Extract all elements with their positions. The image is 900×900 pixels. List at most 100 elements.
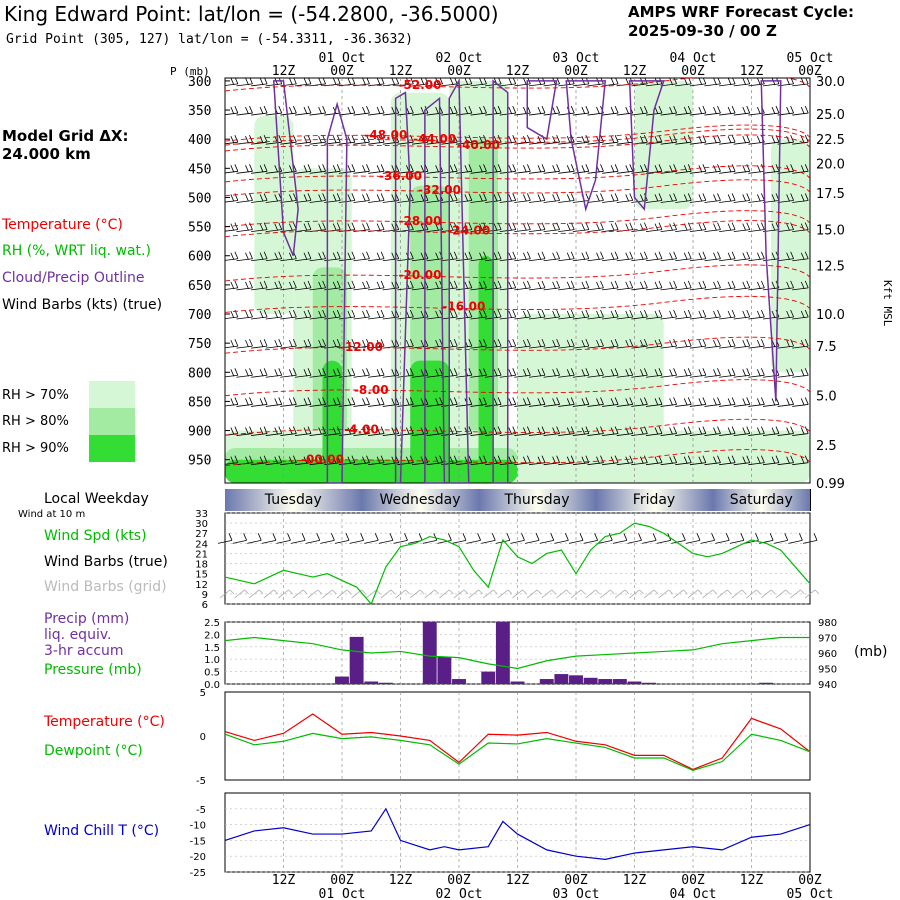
wind-barb-flag <box>508 136 513 144</box>
wind-barb <box>225 141 238 145</box>
wind-barbs-grid-legend: Wind Barbs (grid) <box>44 579 167 595</box>
wind-barb-flag <box>775 455 780 463</box>
wind-barb-flag <box>230 165 235 173</box>
bottom-time-tick-label: 12Z <box>740 873 764 888</box>
wind-barb-flag <box>263 164 268 172</box>
temperature-contour-label: -48.00 <box>364 128 407 142</box>
wind-barb <box>675 316 692 320</box>
wind-barb <box>631 462 648 466</box>
wind-barb-flag <box>449 78 454 86</box>
surface-wind-barb-flag <box>448 533 452 541</box>
wind-barb <box>733 345 750 349</box>
temperature-contour-label: -24.00 <box>447 224 490 238</box>
wind-barb-flag <box>497 397 502 405</box>
height-tick-label: 10.0 <box>816 308 845 323</box>
wind-barb-flag <box>541 338 546 347</box>
cloud-outline-path <box>272 80 299 257</box>
wind-barb-flag <box>263 368 268 376</box>
grid-wind-barb-flag <box>756 589 761 595</box>
wind-barb <box>719 316 736 320</box>
wind-barb <box>455 229 472 232</box>
wind-barb <box>587 345 604 349</box>
bottom-time-tick-label: 00Z <box>798 873 822 888</box>
wind-barb-flag <box>629 426 634 434</box>
wind-barb-flag <box>804 193 809 201</box>
rh90-swatch <box>89 435 135 462</box>
wind-barb-flag <box>249 222 253 230</box>
grid-wind-barb <box>790 589 801 599</box>
wind-barb-flag <box>420 223 425 231</box>
wind-barb-flag <box>410 280 414 289</box>
wind-barb <box>309 200 326 203</box>
pressure-tick-label: 500 <box>188 191 211 206</box>
wind-barb-flag <box>742 252 747 260</box>
wind-barb-flag <box>420 310 425 319</box>
wind-barb-flag <box>351 309 356 318</box>
wind-barb-flag <box>786 369 790 377</box>
wind-barb <box>733 83 750 87</box>
wind-speed-tick-label: 30 <box>195 519 208 530</box>
wind-barb <box>748 345 765 349</box>
wind-barb-flag <box>541 280 546 289</box>
surface-wind-barb-flag <box>784 533 789 541</box>
wind-barb-flag <box>654 281 659 290</box>
wind-barb <box>602 112 619 116</box>
wind-barb-flag <box>523 223 527 231</box>
pressure-tick-label: 950 <box>818 665 837 676</box>
wind-barb-flag <box>757 369 761 377</box>
wind-barb-flag <box>629 397 634 405</box>
precip-legend-line1: Precip (mm) <box>44 611 130 627</box>
wind-barb-flag <box>420 252 425 260</box>
wind-barb <box>397 258 414 262</box>
wind-barb-flag <box>771 398 776 406</box>
wind-barb-flag <box>322 397 326 405</box>
wind-barb-flag <box>600 280 604 289</box>
wind-barb <box>441 83 458 87</box>
wind-barb-flag <box>654 427 659 435</box>
wind-barb-flag <box>293 455 297 463</box>
grid-wind-barb <box>673 589 684 599</box>
wind-barb-flag <box>479 223 483 231</box>
wind-barb <box>587 316 604 320</box>
wind-barb <box>660 170 677 174</box>
bottom-date-label: 04 Oct <box>670 887 717 900</box>
grid-wind-barb <box>658 589 669 599</box>
temperature-contour-label: -28.00 <box>399 214 442 228</box>
wind-barb <box>631 374 648 378</box>
grid-wind-barb-flag <box>595 589 600 595</box>
wind-barb <box>280 200 297 203</box>
surface-wind-barb-flag <box>404 533 408 541</box>
wind-barb <box>660 258 677 262</box>
wind-barb-flag <box>435 339 439 348</box>
grid-wind-barb <box>541 589 552 599</box>
wind-barb <box>792 374 809 378</box>
wind-barb-flag <box>731 280 736 289</box>
rh70-swatch <box>89 381 135 408</box>
wind-barb-flag <box>742 456 747 464</box>
wind-barb-flag <box>581 456 586 464</box>
wind-barb-flag <box>351 251 356 259</box>
wind-barb-flag <box>771 194 776 202</box>
surface-wind-barb <box>247 539 262 544</box>
surface-wind-barb <box>422 539 437 544</box>
wind-barb-flag <box>746 338 751 347</box>
wind-barb <box>225 112 238 116</box>
wind-barb-flag <box>640 252 644 260</box>
wind-barb <box>528 374 546 378</box>
wind-barb-flag <box>687 368 692 376</box>
wind-barb-flag <box>614 426 619 434</box>
wind-barb-flag <box>347 427 352 435</box>
wind-barb <box>280 316 297 320</box>
wind-barb-flag <box>435 165 439 173</box>
wind-barb <box>251 374 268 378</box>
wind-barb-flag <box>245 427 249 435</box>
wind-barb-flag <box>497 338 502 347</box>
grid-wind-barb-flag <box>434 589 440 595</box>
wind-barb <box>294 112 312 116</box>
cloud-outline-path <box>448 78 470 483</box>
wind-barb <box>645 374 663 378</box>
wind-barb <box>426 462 443 466</box>
wind-barb-flag <box>746 368 751 376</box>
wind-barb <box>294 170 312 174</box>
wind-barb-flag <box>230 369 235 377</box>
